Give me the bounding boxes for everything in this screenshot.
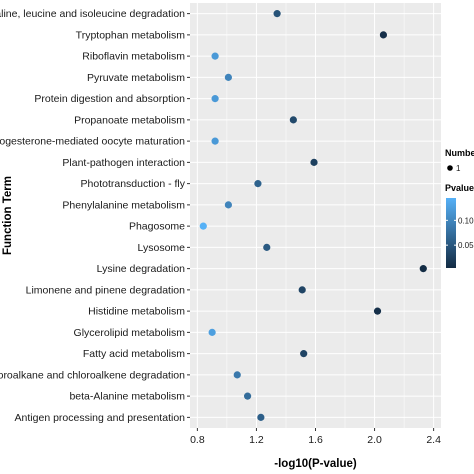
category-label: Tryptophan metabolism — [76, 29, 186, 41]
x-tick-label: 0.8 — [190, 434, 205, 446]
data-point — [310, 158, 318, 166]
data-point — [224, 201, 232, 209]
grid-lines — [190, 3, 441, 428]
data-point — [419, 265, 427, 273]
x-tick-label: 2.4 — [426, 434, 441, 446]
data-point — [211, 137, 219, 145]
data-point — [298, 286, 306, 294]
category-label: Histidine metabolism — [88, 306, 185, 318]
data-point — [300, 350, 308, 358]
data-point — [243, 392, 252, 400]
category-label: Phenylalanine metabolism — [62, 199, 185, 211]
category-label: Valine, leucine and isoleucine degradati… — [0, 8, 185, 20]
x-tick-label: 1.2 — [249, 434, 264, 446]
category-label: Plant-pathogen interaction — [62, 157, 185, 169]
data-point — [199, 222, 207, 230]
data-point — [263, 243, 271, 251]
data-point — [273, 10, 281, 18]
x-tick-label: 1.6 — [308, 434, 323, 446]
data-point — [211, 52, 219, 60]
colorbar-tick-label: 0.10 — [458, 216, 474, 225]
category-label: beta-Alanine metabolism — [69, 391, 185, 403]
category-label: Fatty acid metabolism — [83, 348, 185, 360]
data-points — [199, 10, 427, 421]
category-label: Progesterone-mediated oocyte maturation — [0, 136, 185, 148]
legend-size-value: 1 — [456, 164, 461, 173]
category-label: Limonene and pinene degradation — [26, 284, 186, 296]
y-axis-category-labels: Valine, leucine and isoleucine degradati… — [0, 8, 186, 424]
category-label: Antigen processing and presentation — [15, 412, 186, 424]
data-point — [208, 328, 216, 336]
category-label: Protein digestion and absorption — [34, 93, 185, 105]
x-axis-tick-labels: 0.8 1.2 1.6 2.0 2.4 — [190, 434, 441, 446]
category-label: Pyruvate metabolism — [87, 72, 185, 84]
data-point — [379, 31, 388, 39]
category-label: Riboflavin metabolism — [82, 51, 185, 63]
category-label: Phototransduction - fly — [81, 178, 186, 190]
legend-colorbar — [446, 198, 456, 268]
data-point — [289, 116, 297, 124]
x-axis-title: -log10(P-value) — [274, 458, 357, 470]
category-label: Lysine degradation — [97, 263, 186, 275]
y-axis-title: Function Term — [2, 176, 14, 255]
x-tick-label: 2.0 — [367, 434, 382, 446]
data-point — [254, 180, 262, 188]
data-point — [257, 413, 265, 421]
category-label: Phagosome — [129, 221, 185, 233]
data-point — [211, 95, 219, 103]
category-label: Lysosome — [138, 242, 186, 254]
colorbar-tick-label: 0.05 — [458, 241, 474, 250]
legend: Number 1 Pvalue 0.10 0.05 — [445, 148, 474, 268]
axis-ticks — [187, 13, 435, 431]
legend-size-dot — [447, 165, 453, 171]
category-label: Propanoate metabolism — [74, 114, 185, 126]
legend-colorbar-ticks: 0.10 0.05 — [446, 216, 474, 250]
legend-color-title: Pvalue — [445, 183, 474, 193]
data-point — [373, 307, 382, 315]
category-label: Chloroalkane and chloroalkene degradatio… — [0, 369, 185, 381]
data-point — [224, 73, 232, 81]
data-point — [233, 371, 241, 379]
category-label: Glycerolipid metabolism — [74, 327, 186, 339]
legend-size-title: Number — [445, 148, 474, 158]
